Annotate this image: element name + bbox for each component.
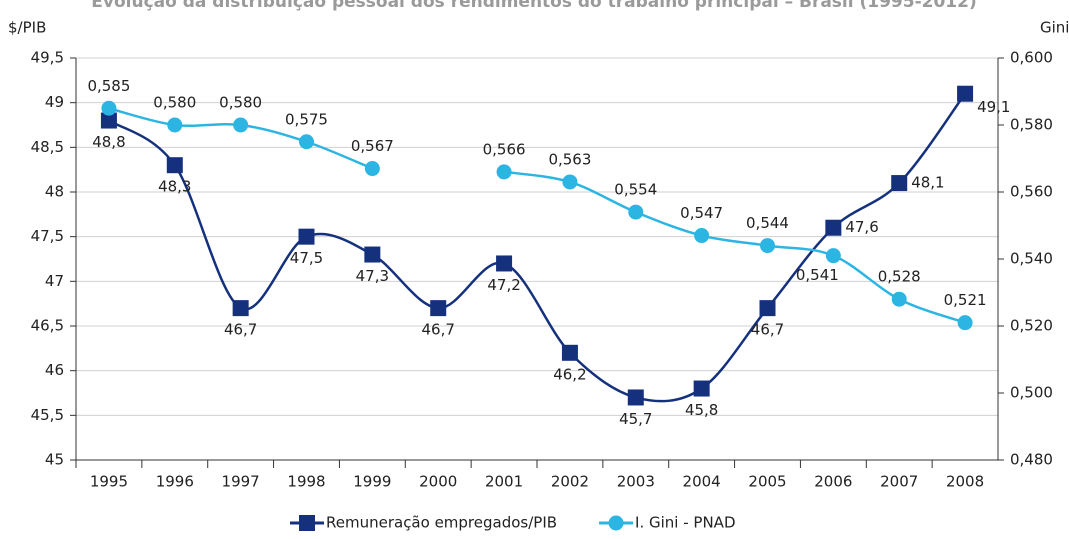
y2-tick-label: 0,480 [1010,451,1053,469]
y-tick-label: 49,5 [31,49,64,67]
data-label: 0,541 [796,266,839,284]
chart-title: Evolução da distribuição pessoal dos ren… [91,0,976,12]
marker [759,300,776,317]
y2-tick-label: 0,500 [1010,384,1053,402]
y-tick-label: 45,5 [31,406,64,424]
marker [693,380,710,397]
marker [760,238,775,254]
x-tick-label: 2007 [880,473,918,491]
x-tick-label: 2002 [551,473,589,491]
y-tick-label: 46 [45,361,64,379]
marker [957,85,974,102]
marker [561,344,578,361]
marker [825,248,841,264]
data-label: 0,554 [614,181,657,199]
data-label: 46,7 [224,321,257,339]
y2-axis-label: Gini [1040,19,1069,37]
x-tick-label: 1996 [156,473,194,491]
marker [562,174,578,190]
data-label: 0,528 [878,268,921,286]
legend-marker [608,515,624,531]
marker [167,117,183,133]
series-line [108,92,967,403]
x-tick-label: 2005 [748,473,786,491]
data-label: 47,3 [356,267,389,285]
marker [891,291,907,307]
x-tick-label: 1997 [222,473,260,491]
series-line [108,107,373,170]
y-tick-label: 48 [45,183,64,201]
x-tick-label: 1995 [90,473,128,491]
data-label: 47,5 [290,249,323,267]
marker [298,228,315,245]
data-label: 0,547 [680,204,723,222]
y-axis-label: $/PIB [8,19,46,37]
data-label: 0,544 [746,214,789,232]
y2-tick-label: 0,520 [1010,317,1053,335]
x-tick-label: 2004 [683,473,721,491]
data-label: 47,6 [845,218,878,236]
data-label: 0,566 [483,140,526,158]
marker [101,100,117,116]
marker [364,161,380,177]
data-label: 46,2 [553,365,586,383]
data-label: 48,8 [92,133,125,151]
data-label: 0,580 [219,94,262,112]
marker [496,164,512,180]
y2-tick-label: 0,580 [1010,116,1053,134]
marker [957,315,973,331]
x-tick-label: 2008 [946,473,984,491]
marker [628,204,644,220]
y2-tick-label: 0,600 [1010,49,1053,67]
marker [825,219,842,236]
data-label: 45,7 [619,410,652,428]
x-tick-label: 2006 [814,473,852,491]
y2-tick-label: 0,560 [1010,183,1053,201]
data-label: 0,521 [944,291,987,309]
data-label: 46,7 [751,321,784,339]
x-tick-label: 1998 [287,473,325,491]
y-tick-label: 49 [45,93,64,111]
y-tick-label: 47 [45,272,64,290]
data-label: 45,8 [685,401,718,419]
x-tick-label: 2000 [419,473,457,491]
marker [891,175,908,192]
data-label: 47,2 [487,276,520,294]
legend-label: Remuneração empregados/PIB [326,514,557,532]
legend-marker [299,515,315,531]
marker [100,112,117,129]
x-tick-label: 2003 [617,473,655,491]
marker [694,228,710,244]
marker [232,300,249,317]
data-label: 0,575 [285,110,328,128]
marker [627,389,644,406]
marker [430,300,447,317]
marker [496,255,513,272]
marker [233,117,249,133]
data-label: 46,7 [422,321,455,339]
y-tick-label: 48,5 [31,138,64,156]
data-label: 0,563 [548,150,591,168]
data-label: 48,3 [158,178,191,196]
data-label: 49,1 [977,98,1010,116]
y-tick-label: 46,5 [31,317,64,335]
y-tick-label: 45 [45,451,64,469]
data-label: 0,585 [87,77,130,95]
data-label: 0,580 [153,94,196,112]
marker [299,134,314,150]
legend-label: I. Gini - PNAD [635,514,735,532]
data-label: 0,567 [351,137,394,155]
marker [364,246,381,263]
y-tick-label: 47,5 [31,227,64,245]
marker [166,157,183,174]
y2-tick-label: 0,540 [1010,250,1053,268]
x-tick-label: 2001 [485,473,523,491]
x-tick-label: 1999 [353,473,391,491]
data-label: 48,1 [911,174,944,192]
